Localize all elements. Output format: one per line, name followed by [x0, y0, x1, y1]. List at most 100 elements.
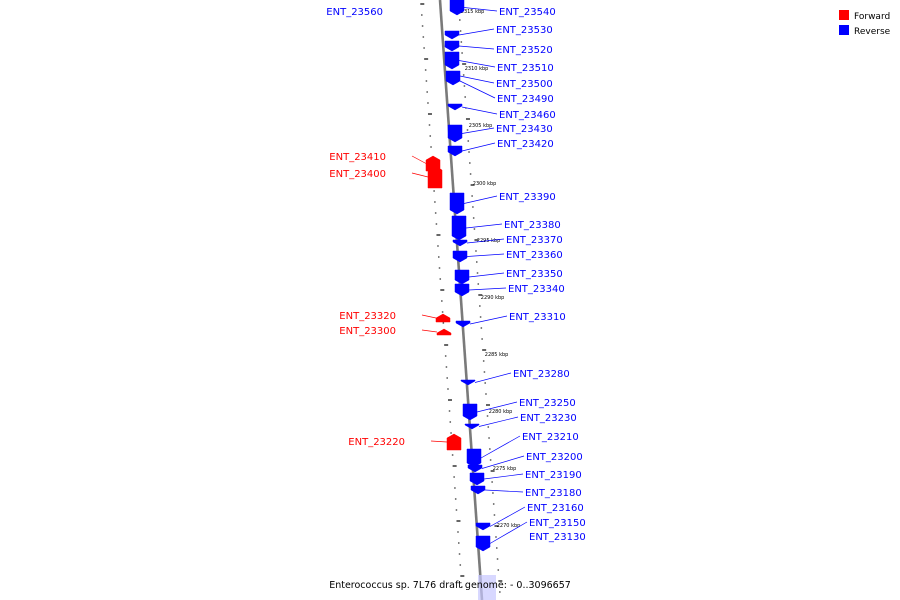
gene-feature-ent_23300 [436, 328, 452, 336]
leader-ent_23300 [421, 329, 438, 333]
leader-ent_23320 [421, 314, 437, 319]
leader-ent_23380 [465, 223, 503, 229]
gene-feature-ent_23350 [454, 269, 470, 285]
gene-feature-ent_23340 [454, 283, 470, 297]
genome-title: Enterococcus sp. 7L76 draft genome: - 0.… [329, 580, 571, 591]
leader-ent_23460 [461, 106, 498, 115]
gene-label-ent_23220: ENT_23220 [348, 437, 405, 448]
leader-ent_23410 [411, 155, 427, 164]
kbp-label: 2305 kbp [469, 123, 493, 129]
leader-ent_23230 [478, 416, 519, 427]
gene-label-ent_23400: ENT_23400 [329, 169, 386, 180]
gene-label-ent_23150: ENT_23150 [529, 518, 586, 529]
gene-feature-ent_23190 [469, 472, 485, 486]
kbp-label: 2280 kbp [489, 409, 513, 415]
leader-ent_23400 [411, 172, 429, 178]
gene-feature-ent_23490 [445, 76, 461, 86]
leader-ent_23340 [468, 287, 507, 291]
leader-ent_23160 [489, 506, 526, 527]
gene-label-ent_23280: ENT_23280 [513, 369, 570, 380]
leader-ent_23280 [474, 372, 512, 383]
leader-ent_23430 [461, 127, 495, 134]
leader-ent_23310 [469, 315, 508, 325]
leader-ent_23180 [484, 489, 524, 493]
leader-ent_23390 [463, 195, 498, 204]
leader-ent_23510 [458, 60, 496, 68]
leader-ent_23420 [461, 142, 496, 152]
gene-feature-ent_23210 [466, 448, 482, 468]
gene-feature-ent_23360 [452, 250, 468, 263]
leader-ent_23190 [483, 473, 524, 480]
gene-label-ent_23420: ENT_23420 [497, 139, 554, 150]
gene-feature-ent_23390 [449, 192, 465, 215]
gene-label-ent_23160: ENT_23160 [527, 503, 584, 514]
gene-label-ent_23530: ENT_23530 [496, 25, 553, 36]
gene-feature-ent_23520 [444, 40, 460, 52]
gene-label-ent_23310: ENT_23310 [509, 312, 566, 323]
gene-features [425, 0, 496, 600]
gene-label-ent_23320: ENT_23320 [339, 311, 396, 322]
legend: Forward Reverse [839, 10, 891, 37]
gene-feature-ent_23380 [451, 215, 467, 241]
leader-ent_23350 [468, 272, 505, 278]
gene-label-ent_23180: ENT_23180 [525, 488, 582, 499]
leader-ent_23220 [430, 440, 448, 443]
gene-label-ent_23250: ENT_23250 [519, 398, 576, 409]
gene-label-ent_23130: ENT_23130 [529, 532, 586, 543]
leader-ent_23520 [458, 45, 495, 50]
gene-feature-ent_23460 [447, 103, 463, 111]
gene-label-ent_23430: ENT_23430 [496, 124, 553, 135]
gene-label-ent_23190: ENT_23190 [525, 470, 582, 481]
label-leaders [411, 7, 528, 544]
gene-label-ent_23460: ENT_23460 [499, 110, 556, 121]
gene-label-ent_23510: ENT_23510 [497, 63, 554, 74]
gene-label-ent_23300: ENT_23300 [339, 326, 396, 337]
gene-label-ent_23380: ENT_23380 [504, 220, 561, 231]
leader-ent_23360 [466, 253, 505, 257]
kbp-label: 2300 kbp [473, 181, 497, 187]
legend-forward-label: Forward [854, 12, 890, 22]
kbp-label: 2275 kbp [493, 466, 517, 472]
kbp-label: 2270 kbp [497, 523, 521, 529]
gene-feature-ent_23430 [447, 124, 463, 143]
leader-ent_23200 [481, 455, 525, 469]
gene-feature-ent_23250 [462, 403, 478, 421]
spine-end-marker [478, 575, 496, 600]
leader-ent_23210 [480, 435, 521, 459]
gene-label-ent_23340: ENT_23340 [508, 284, 565, 295]
gene-feature-ent_23540 [449, 0, 465, 16]
gene-label-ent_23230: ENT_23230 [520, 413, 577, 424]
gene-feature-ent_23160 [475, 522, 491, 531]
legend-reverse-swatch [839, 25, 849, 35]
leader-ent_23370 [466, 238, 505, 244]
gene-feature-ent_23230 [464, 423, 480, 430]
gene-label-ent_23350: ENT_23350 [506, 269, 563, 280]
gene-feature-ent_23320 [435, 313, 451, 323]
gene-feature-ent_23150 [475, 535, 491, 552]
gene-feature-ent_23200 [467, 464, 483, 473]
legend-forward-swatch [839, 10, 849, 20]
gene-label-ent_23390: ENT_23390 [499, 192, 556, 203]
kbp-label: 2315 kbp [461, 9, 485, 15]
gene-feature-ent_23370 [452, 239, 468, 247]
gene-label-ent_23210: ENT_23210 [522, 432, 579, 443]
gene-label-ent_23370: ENT_23370 [506, 235, 563, 246]
gene-label-ent_23500: ENT_23500 [496, 79, 553, 90]
gene-label-ent_23540: ENT_23540 [499, 7, 556, 18]
gene-feature-ent_23420 [447, 145, 463, 157]
leader-ent_23250 [476, 401, 518, 413]
gene-feature-ent_23510 [444, 51, 460, 70]
gene-label-ent_23490: ENT_23490 [497, 94, 554, 105]
kbp-label: 2290 kbp [481, 295, 505, 301]
gene-feature-ent_23280 [460, 379, 476, 386]
gene-feature-ent_23400 [427, 165, 443, 189]
leader-ent_23530 [458, 28, 495, 36]
gene-feature-ent_23180 [470, 485, 486, 495]
genome-backbone [438, 0, 484, 600]
gene-label-ent_23520: ENT_23520 [496, 45, 553, 56]
gene-label-ent_23560: ENT_23560 [326, 7, 383, 18]
legend-reverse-label: Reverse [854, 27, 891, 37]
gene-label-ent_23360: ENT_23360 [506, 250, 563, 261]
gene-labels: ENT_23560 ENT_23540 ENT_23530 ENT_23520 ENT_… [326, 7, 585, 543]
